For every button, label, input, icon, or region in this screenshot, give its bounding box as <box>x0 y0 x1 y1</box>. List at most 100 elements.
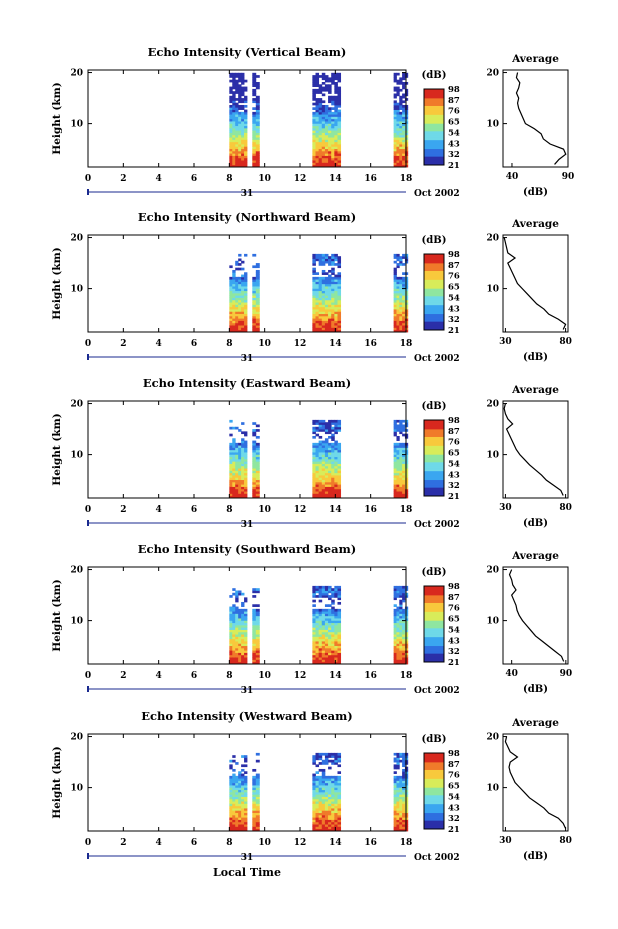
heatmap-cell <box>393 641 397 644</box>
colorbar-swatch <box>424 156 444 158</box>
colorbar-swatch <box>424 91 444 94</box>
heatmap-cell <box>402 162 406 166</box>
heatmap-cell <box>315 465 320 469</box>
heatmap-cell <box>396 475 400 478</box>
heatmap-cell <box>312 622 316 626</box>
heatmap-cell <box>393 304 397 308</box>
heatmap-cell <box>235 157 239 161</box>
heatmap-cell <box>241 785 245 788</box>
heatmap-cell <box>321 789 326 793</box>
heatmap-cell <box>328 785 332 788</box>
heatmap-cell <box>328 286 332 289</box>
heatmap-cell <box>241 775 245 779</box>
heatmap-cell <box>315 803 320 807</box>
heatmap-cell <box>334 116 338 120</box>
heatmap-cell <box>331 592 335 596</box>
heatmap-cell <box>328 322 332 326</box>
heatmap-cell <box>328 484 332 487</box>
heatmap-cell <box>404 435 409 439</box>
heatmap-cell <box>312 95 316 99</box>
heatmap-cell <box>321 141 326 145</box>
colorbar-swatch <box>424 94 444 96</box>
heatmap-cell <box>318 107 323 110</box>
heatmap-cell <box>331 72 335 76</box>
heatmap-cell <box>255 475 260 478</box>
heatmap-cell <box>334 442 338 446</box>
colorbar-swatch <box>424 432 444 435</box>
heatmap-cell <box>334 306 338 310</box>
heatmap-cell <box>321 72 326 76</box>
heatmap-cell <box>235 657 239 660</box>
heatmap-cell <box>321 304 326 308</box>
heatmap-cell <box>328 814 332 818</box>
heatmap-cell <box>321 475 326 478</box>
heatmap-cell <box>324 475 329 478</box>
heatmap-cell <box>321 155 326 159</box>
colorbar-swatch <box>424 262 444 265</box>
heatmap-cell <box>252 93 257 97</box>
heatmap-cell <box>331 123 335 127</box>
heatmap-cell <box>244 288 248 292</box>
heatmap-cell <box>312 624 316 628</box>
heatmap-cell <box>312 139 316 143</box>
heatmap-cell <box>324 826 329 830</box>
heatmap-cell <box>315 75 320 78</box>
heatmap-cell <box>399 422 403 425</box>
heatmap-cell <box>235 461 239 464</box>
heatmap-cell <box>399 622 403 626</box>
heatmap-cell <box>232 479 236 483</box>
heatmap-cell <box>324 148 329 152</box>
heatmap-cell <box>404 757 409 761</box>
heatmap-cell <box>229 445 233 448</box>
colorbar-tick-label: 98 <box>448 250 460 260</box>
heatmap-cell <box>232 153 236 156</box>
heatmap-cell <box>244 808 248 811</box>
heatmap-cell <box>337 826 342 830</box>
heatmap-cell <box>238 778 242 781</box>
heatmap-cell <box>229 828 233 832</box>
heatmap-cell <box>229 622 233 626</box>
month-label: Oct 2002 <box>414 354 460 364</box>
heatmap-cell <box>244 295 248 298</box>
heatmap-cell <box>404 801 409 804</box>
heatmap-cell <box>244 631 248 635</box>
heatmap-cell <box>393 661 397 665</box>
heatmap-cell <box>252 265 257 269</box>
heatmap-cell <box>241 447 245 451</box>
heatmap-cell <box>252 98 257 101</box>
heatmap-cell <box>255 801 260 804</box>
heatmap-cell <box>318 299 323 303</box>
colorbar-unit: (dB) <box>422 734 447 745</box>
x-tick-label: 18 <box>400 505 413 515</box>
heatmap-cell <box>393 828 397 832</box>
heatmap-cell <box>404 116 409 120</box>
heatmap-cell <box>241 452 245 455</box>
heatmap-cell <box>315 486 320 490</box>
heatmap-cell <box>396 624 400 628</box>
heatmap-cell <box>318 782 323 786</box>
heatmap-cell <box>229 764 233 768</box>
heatmap-cell <box>318 422 323 425</box>
heatmap-cell <box>393 146 397 150</box>
heatmap-cell <box>404 645 409 649</box>
heatmap-cell <box>238 283 242 287</box>
heatmap-cell <box>328 810 332 814</box>
heatmap-cell <box>393 93 397 97</box>
heatmap-cell <box>328 442 332 446</box>
heatmap-cell <box>238 309 242 312</box>
heatmap-cell <box>318 599 323 603</box>
heatmap-cell <box>241 463 245 467</box>
colorbar-swatch <box>424 765 444 768</box>
heatmap-cell <box>229 611 233 614</box>
heatmap-cell <box>312 477 316 481</box>
heatmap-cell <box>321 590 326 594</box>
heatmap-cell <box>315 100 320 104</box>
x-tick-label: 0 <box>85 174 91 184</box>
heatmap-cell <box>312 134 316 138</box>
heatmap-cell <box>315 821 320 825</box>
heatmap-cell <box>252 785 257 788</box>
heatmap-cell <box>393 468 397 471</box>
heatmap-cell <box>238 318 242 321</box>
heatmap-cell <box>404 766 409 770</box>
heatmap-cell <box>229 325 233 328</box>
